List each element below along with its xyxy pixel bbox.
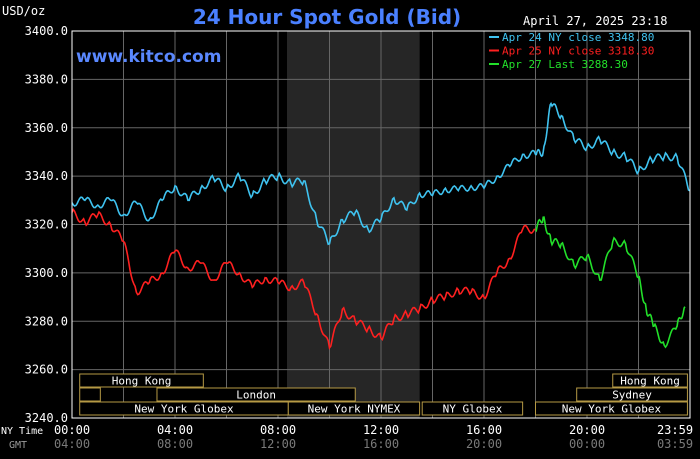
y-tick-label: 3400.0 [25, 24, 68, 38]
x-tick-gmt: 20:00 [466, 437, 502, 451]
legend-entry: Apr 27 Last 3288.30 [502, 58, 628, 71]
x-tick-ny: 08:00 [260, 423, 296, 437]
x-tick-ny: 23:59 [657, 423, 693, 437]
x-tick-ny: 20:00 [569, 423, 605, 437]
x-tick-ny: 16:00 [466, 423, 502, 437]
session-label-ny-globex-2: NY Globex [443, 403, 503, 416]
y-tick-label: 3320.0 [25, 218, 68, 232]
datetime-label: April 27, 2025 23:18 [523, 14, 668, 28]
session-label-ny-nymex: New York NYMEX [308, 403, 401, 416]
session-box-ny-globex-3 [535, 401, 688, 416]
session-label-hong-kong-right: Hong Kong [620, 375, 680, 388]
session-label-sydney: Sydney [612, 389, 652, 402]
gmt-label: GMT [9, 440, 27, 451]
y-tick-label: 3240.0 [25, 411, 68, 425]
x-tick-gmt: 08:00 [157, 437, 193, 451]
series-line-2 [71, 207, 536, 350]
plot-area-border [71, 30, 691, 419]
chart-grid [72, 31, 690, 418]
x-tick-gmt: 04:00 [54, 437, 90, 451]
y-tick-label: 3360.0 [25, 121, 68, 135]
session-box-ny-globex-2 [421, 401, 524, 416]
y-axis-ticks: 3400.0 3380.0 3360.0 3340.0 3320.0 3300.0 3280… [25, 24, 68, 425]
x-tick-ny: 12:00 [363, 423, 399, 437]
session-label-ny-globex-1: New York Globex [134, 403, 234, 416]
legend-entry: Apr 25 NY close 3318.30 [502, 45, 654, 58]
session-box-stub [79, 387, 101, 402]
y-tick-label: 3300.0 [25, 266, 68, 280]
session-label-hong-kong-left: Hong Kong [112, 375, 172, 388]
x-tick-gmt: 12:00 [260, 437, 296, 451]
chart-title: 24 Hour Spot Gold (Bid) [193, 5, 461, 29]
y-tick-label: 3380.0 [25, 72, 68, 86]
chart-series [71, 101, 691, 350]
session-box-hong-kong-right [612, 373, 688, 388]
y-tick-label: 3340.0 [25, 169, 68, 183]
series-line-3 [534, 216, 686, 349]
x-axis-ticks: 00:00 04:00 08:00 12:00 16:00 20:00 23:5904:00… [54, 423, 693, 451]
session-box-ny-nymex [287, 401, 421, 416]
x-tick-ny: 04:00 [157, 423, 193, 437]
session-label-london: London [236, 389, 276, 402]
session-box-hong-kong-left [79, 373, 204, 388]
session-box-sydney [576, 387, 688, 402]
session-label-ny-globex-3: New York Globex [562, 403, 662, 416]
watermark: www.kitco.com [76, 47, 221, 67]
ny-time-label: NY Time [1, 426, 43, 437]
series-line-1 [71, 101, 691, 246]
unit-label: USD/oz [2, 4, 45, 18]
x-tick-gmt: 00:00 [569, 437, 605, 451]
x-tick-ny: 00:00 [54, 423, 90, 437]
session-box-london [156, 387, 356, 402]
x-tick-gmt: 03:59 [657, 437, 693, 451]
x-tick-gmt: 16:00 [363, 437, 399, 451]
legend-entry: Apr 24 NY close 3348.80 [502, 31, 654, 44]
y-tick-label: 3280.0 [25, 314, 68, 328]
y-tick-label: 3260.0 [25, 363, 68, 377]
